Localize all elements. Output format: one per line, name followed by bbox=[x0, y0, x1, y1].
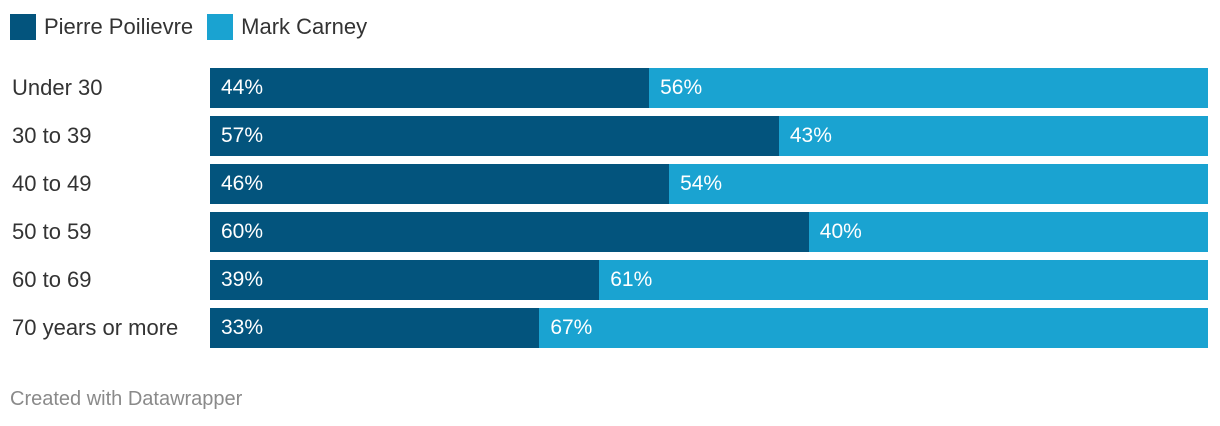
data-label: 46% bbox=[221, 172, 264, 195]
data-label: 56% bbox=[660, 76, 703, 99]
data-label: 57% bbox=[221, 124, 264, 147]
bar-segment-poilievre: 44% bbox=[210, 68, 650, 108]
data-label: 40% bbox=[819, 220, 862, 243]
bar-row: 70 years or more 33% 67% bbox=[0, 308, 1220, 348]
data-label: 54% bbox=[680, 172, 723, 195]
bar-segment-poilievre: 46% bbox=[210, 164, 670, 204]
category-label: 30 to 39 bbox=[12, 123, 92, 148]
data-label: 60% bbox=[221, 220, 264, 243]
bar-track: 57% 43% bbox=[210, 116, 1208, 156]
bar-segment-carney: 67% bbox=[539, 308, 1208, 348]
bar-segment-carney: 56% bbox=[649, 68, 1208, 108]
bar-row: 50 to 59 60% 40% bbox=[0, 212, 1220, 252]
bar-row: 40 to 49 46% 54% bbox=[0, 164, 1220, 204]
data-label: 61% bbox=[610, 268, 653, 291]
category-label: 60 to 69 bbox=[12, 267, 92, 292]
datawrapper-credit: Created with Datawrapper bbox=[10, 388, 243, 410]
category-label: 50 to 59 bbox=[12, 219, 92, 244]
bar-track: 46% 54% bbox=[210, 164, 1208, 204]
bar-row: 60 to 69 39% 61% bbox=[0, 260, 1220, 300]
bar-segment-poilievre: 33% bbox=[210, 308, 540, 348]
bar-track: 44% 56% bbox=[210, 68, 1208, 108]
legend-label: Pierre Poilievre bbox=[44, 14, 194, 39]
bar-segment-poilievre: 39% bbox=[210, 260, 600, 300]
legend-item-1: Pierre Poilievre bbox=[10, 14, 193, 40]
data-label: 44% bbox=[221, 76, 264, 99]
category-label: Under 30 bbox=[12, 75, 103, 100]
bar-track: 39% 61% bbox=[210, 260, 1208, 300]
bar-segment-carney: 61% bbox=[599, 260, 1208, 300]
chart-legend: Pierre Poilievre Mark Carney bbox=[10, 12, 381, 42]
bar-segment-poilievre: 57% bbox=[210, 116, 779, 156]
legend-item-2: Mark Carney bbox=[207, 14, 367, 40]
category-label: 70 years or more bbox=[12, 315, 179, 340]
bar-segment-carney: 54% bbox=[669, 164, 1208, 204]
bar-row: 30 to 39 57% 43% bbox=[0, 116, 1220, 156]
data-label: 39% bbox=[221, 268, 264, 291]
data-label: 33% bbox=[221, 316, 264, 339]
category-label: 40 to 49 bbox=[12, 171, 92, 196]
data-label: 67% bbox=[550, 316, 593, 339]
legend-label: Mark Carney bbox=[241, 14, 368, 39]
bar-track: 60% 40% bbox=[210, 212, 1208, 252]
bar-track: 33% 67% bbox=[210, 308, 1208, 348]
bar-row: Under 30 44% 56% bbox=[0, 68, 1220, 108]
bar-segment-carney: 40% bbox=[808, 212, 1208, 252]
data-label: 43% bbox=[789, 124, 832, 147]
legend-swatch bbox=[10, 14, 36, 40]
bar-segment-poilievre: 60% bbox=[210, 212, 809, 252]
bar-segment-carney: 43% bbox=[778, 116, 1208, 156]
legend-swatch bbox=[207, 14, 234, 40]
